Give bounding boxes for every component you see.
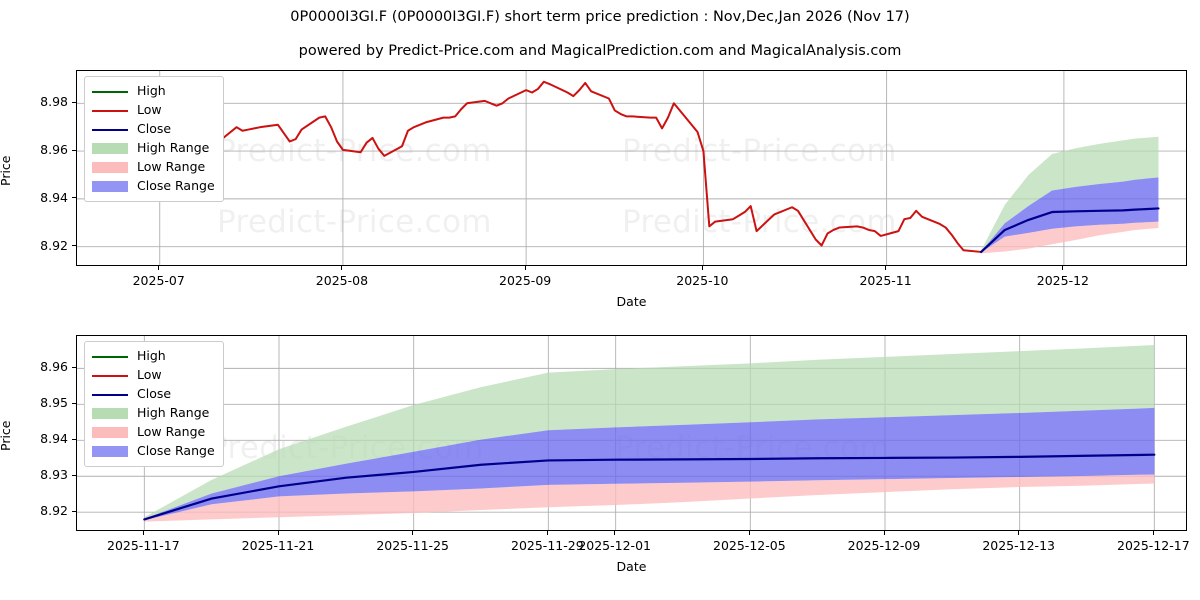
- watermark-text: Predict-Price.com: [622, 204, 897, 240]
- x-tick-label: 2025-08: [315, 273, 369, 288]
- legend-item-label: Low Range: [137, 159, 206, 175]
- y-tick-label: 8.92: [40, 503, 68, 519]
- legend-item-high[interactable]: High: [92, 347, 215, 366]
- legend-item-high-range[interactable]: High Range: [92, 139, 215, 158]
- y-tick-mark: [72, 197, 76, 199]
- x-tick-label: 2025-11-17: [107, 538, 180, 553]
- x-tick-label: 2025-09: [499, 273, 552, 288]
- legend-item-label: Close: [137, 386, 172, 402]
- x-tick-mark: [412, 531, 414, 535]
- y-tick-label: 8.96: [40, 142, 68, 158]
- legend-item-close-range[interactable]: Close Range: [92, 177, 215, 196]
- y-tick-label: 8.98: [40, 94, 68, 110]
- legend-detail: High Low Close High Range Low Range Close Ran…: [84, 341, 224, 467]
- x-tick-mark: [158, 266, 160, 270]
- legend-item-label: Low Range: [137, 424, 206, 440]
- x-tick-mark: [1062, 266, 1064, 270]
- y-tick-mark: [72, 438, 76, 440]
- y-tick-mark: [72, 149, 76, 151]
- legend-line-swatch-icon: [92, 355, 128, 358]
- forecast-detail-chart-svg: [77, 336, 1186, 530]
- legend-item-high-range[interactable]: High Range: [92, 404, 215, 423]
- legend-patch-swatch-icon: [92, 427, 128, 438]
- legend-item-close[interactable]: Close: [92, 120, 215, 139]
- y-tick-mark: [72, 474, 76, 476]
- legend-item-low-range[interactable]: Low Range: [92, 423, 215, 442]
- legend-patch-swatch-icon: [92, 181, 128, 192]
- x-tick-label: 2025-12-09: [847, 538, 921, 553]
- legend-item-label: Low: [137, 367, 162, 383]
- x-tick-label: 2025-11-25: [376, 538, 449, 553]
- overview-chart-plot-area: Predict-Price.com Predict-Price.com Predic…: [76, 70, 1187, 266]
- legend-overview: High Low Close High Range Low Range Close Ran…: [84, 76, 224, 202]
- x-tick-label: 2025-12-13: [982, 538, 1055, 553]
- x-axis-label-detail: Date: [616, 559, 647, 574]
- x-tick-label: 2025-12-17: [1117, 538, 1190, 553]
- y-tick-mark: [72, 510, 76, 512]
- x-axis-label-overview: Date: [616, 294, 647, 309]
- x-tick-mark: [142, 531, 144, 535]
- legend-item-low-range[interactable]: Low Range: [92, 158, 215, 177]
- legend-item-low[interactable]: Low: [92, 366, 215, 385]
- y-tick-mark: [72, 402, 76, 404]
- x-tick-mark: [546, 531, 548, 535]
- y-tick-label: 8.93: [40, 467, 68, 483]
- x-tick-mark: [1018, 531, 1020, 535]
- x-tick-label: 2025-07: [132, 273, 185, 288]
- x-tick-label: 2025-11-29: [511, 538, 584, 553]
- y-tick-label: 8.94: [40, 189, 68, 205]
- x-tick-label: 2025-10: [676, 273, 729, 288]
- y-tick-mark: [72, 245, 76, 247]
- legend-line-swatch-icon: [92, 90, 128, 93]
- x-tick-mark: [885, 266, 887, 270]
- x-tick-mark: [277, 531, 279, 535]
- x-tick-label: 2025-12: [1036, 273, 1089, 288]
- x-tick-label: 2025-11-21: [241, 538, 315, 553]
- legend-item-label: High Range: [137, 405, 210, 421]
- legend-item-close-range[interactable]: Close Range: [92, 442, 215, 461]
- legend-line-swatch-icon: [92, 109, 128, 112]
- x-tick-mark: [614, 531, 616, 535]
- legend-item-low[interactable]: Low: [92, 101, 215, 120]
- x-tick-mark: [883, 531, 885, 535]
- legend-item-label: High: [137, 83, 166, 99]
- x-tick-mark: [524, 266, 526, 270]
- legend-patch-swatch-icon: [92, 162, 128, 173]
- overview-chart-svg: [77, 71, 1186, 265]
- legend-item-label: Close Range: [137, 443, 215, 459]
- legend-patch-swatch-icon: [92, 143, 128, 154]
- x-tick-mark: [1152, 531, 1154, 535]
- x-tick-label: 2025-12-05: [713, 538, 786, 553]
- legend-line-swatch-icon: [92, 128, 128, 131]
- y-tick-mark: [72, 101, 76, 103]
- legend-item-label: High Range: [137, 140, 210, 156]
- legend-patch-swatch-icon: [92, 446, 128, 457]
- figure-subtitle: powered by Predict-Price.com and Magical…: [298, 43, 902, 59]
- y-tick-label: 8.92: [40, 237, 68, 253]
- legend-item-label: High: [137, 348, 166, 364]
- y-tick-label: 8.96: [40, 359, 68, 375]
- y-tick-mark: [72, 366, 76, 368]
- legend-item-high[interactable]: High: [92, 82, 215, 101]
- y-tick-label: 8.94: [40, 431, 68, 447]
- legend-item-label: Close: [137, 121, 172, 137]
- watermark-text: Predict-Price.com: [217, 204, 492, 240]
- legend-line-swatch-icon: [92, 374, 128, 377]
- x-tick-label: 2025-11: [859, 273, 912, 288]
- legend-patch-swatch-icon: [92, 408, 128, 419]
- x-tick-mark: [341, 266, 343, 270]
- x-tick-mark: [748, 531, 750, 535]
- x-tick-label: 2025-12-01: [578, 538, 651, 553]
- x-tick-mark: [701, 266, 703, 270]
- legend-line-swatch-icon: [92, 393, 128, 396]
- y-axis-label-overview: Price: [0, 155, 13, 187]
- legend-item-label: Close Range: [137, 178, 215, 194]
- y-tick-label: 8.95: [40, 395, 68, 411]
- figure-title: 0P0000I3GI.F (0P0000I3GI.F) short term p…: [290, 9, 910, 25]
- legend-item-close[interactable]: Close: [92, 385, 215, 404]
- legend-item-label: Low: [137, 102, 162, 118]
